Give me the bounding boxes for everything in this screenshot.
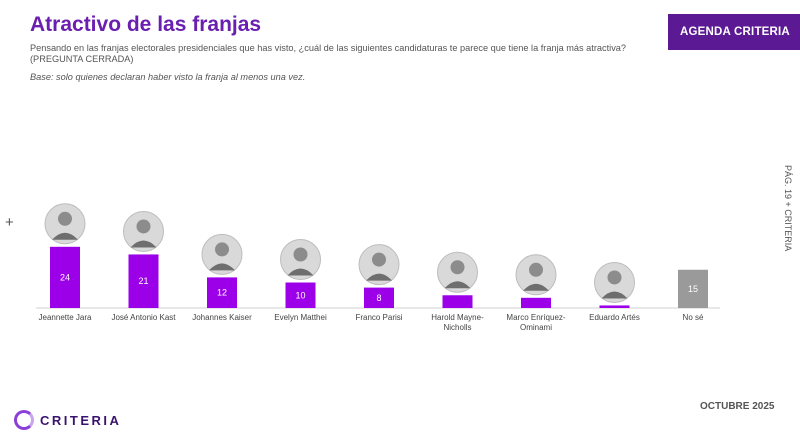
person-head-icon <box>607 270 622 285</box>
chart-bar <box>207 277 237 308</box>
category-label: Harold Mayne-Nicholls <box>431 313 484 332</box>
category-label-line: Johannes Kaiser <box>192 313 252 322</box>
side-page-text: PÁG. 19 + CRITERIA <box>783 165 793 252</box>
person-body-icon <box>130 240 157 248</box>
chart-bar <box>678 269 708 308</box>
person-head-icon <box>215 242 229 257</box>
person-body-icon <box>523 283 549 291</box>
chart-bar <box>285 282 316 308</box>
category-label-line: Harold Mayne- <box>431 313 484 322</box>
bar-value-label: 15 <box>688 284 698 294</box>
category-label: Franco Parisi <box>355 313 402 322</box>
person-photo-icon <box>437 251 478 293</box>
bar-value-label: 21 <box>138 276 148 286</box>
person-head-icon <box>529 262 543 277</box>
category-label: Evelyn Matthei <box>274 313 327 322</box>
bar-value-label: 4 <box>533 287 538 297</box>
category-label-line: Jeannette Jara <box>39 313 92 322</box>
bar-value-label: 10 <box>295 290 305 300</box>
question-text: Pensando en las franjas electorales pres… <box>30 43 627 64</box>
chart-bar <box>442 295 473 308</box>
category-label-line: Eduardo Artés <box>589 313 640 322</box>
category-label: No sé <box>683 313 704 322</box>
base-note: Base: solo quienes declaran haber visto … <box>30 72 306 82</box>
bar-value-label: 12 <box>217 288 227 298</box>
chart-bar <box>599 305 630 308</box>
category-label-line: Franco Parisi <box>355 313 402 322</box>
person-photo-icon <box>358 244 400 286</box>
category-label-line: Marco Enríquez- <box>506 313 565 322</box>
category-label-line: No sé <box>683 313 704 322</box>
person-head-icon <box>58 211 72 226</box>
category-label-line: Evelyn Matthei <box>274 313 327 322</box>
category-label: Johannes Kaiser <box>192 313 252 322</box>
person-photo-icon <box>280 239 321 280</box>
category-label-line: Nicholls <box>443 323 471 332</box>
bar-value-label: 1 <box>612 294 617 304</box>
bar-value-label: 5 <box>455 284 460 294</box>
category-label: José Antonio Kast <box>111 313 176 322</box>
person-photo-icon <box>44 203 86 245</box>
report-date: OCTUBRE 2025 <box>700 401 775 412</box>
person-body-icon <box>444 281 471 289</box>
chart-bar <box>128 254 159 308</box>
person-photo-icon <box>515 254 557 296</box>
person-body-icon <box>209 263 235 271</box>
person-body-icon <box>601 291 628 299</box>
plus-icon: + <box>5 214 14 231</box>
bar-value-label: 24 <box>60 272 70 282</box>
person-head-icon <box>450 260 465 275</box>
criteria-logo-icon <box>14 410 34 430</box>
agenda-criteria-button[interactable]: AGENDA CRITERIA <box>668 14 800 50</box>
person-photo-icon <box>201 233 243 275</box>
person-head-icon <box>372 252 386 267</box>
person-photo-icon <box>123 210 164 252</box>
person-body-icon <box>52 232 78 240</box>
page-title: Atractivo de las franjas <box>30 13 262 36</box>
category-label: Eduardo Artés <box>589 313 640 322</box>
criteria-logo: CRITERIA <box>14 410 121 430</box>
person-head-icon <box>136 219 151 234</box>
person-head-icon <box>293 247 308 262</box>
category-label-line: Ominami <box>520 323 552 332</box>
brand-name: CRITERIA <box>40 412 122 428</box>
category-label: Jeannette Jara <box>39 313 92 322</box>
category-label-line: José Antonio Kast <box>111 313 176 322</box>
person-body-icon <box>366 273 392 281</box>
category-label: Marco Enríquez-Ominami <box>506 313 565 332</box>
side-page-label: PÁG. 19 + CRITERIA <box>779 165 797 285</box>
chart-bar <box>521 297 551 308</box>
person-body-icon <box>287 268 314 276</box>
chart-bar <box>364 287 394 308</box>
bar-value-label: 8 <box>376 293 381 303</box>
person-photo-icon <box>594 261 635 303</box>
chart-bar <box>50 246 80 308</box>
